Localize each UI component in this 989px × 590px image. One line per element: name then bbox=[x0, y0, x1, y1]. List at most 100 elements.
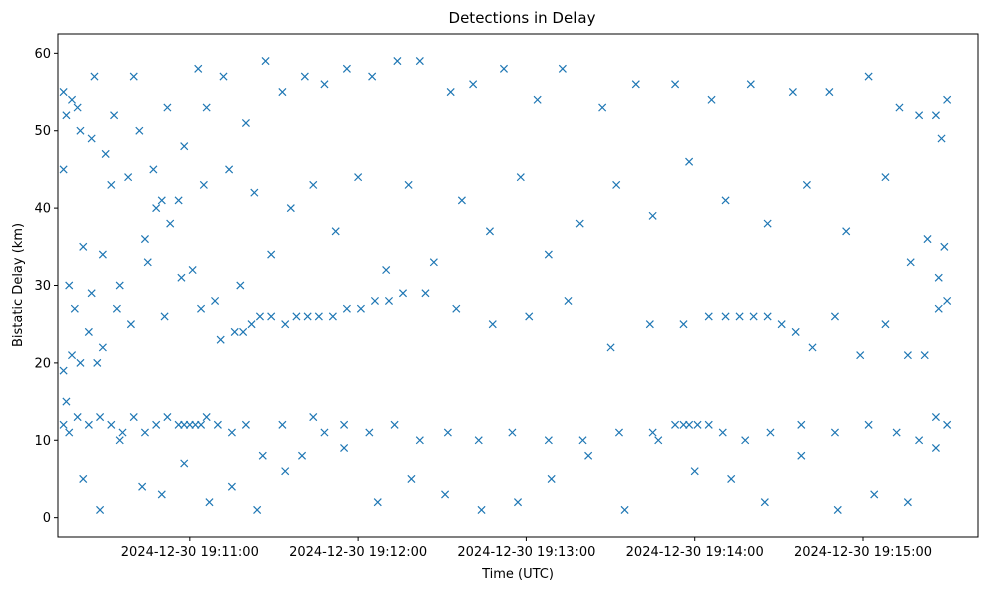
data-point bbox=[59, 88, 68, 97]
data-point bbox=[718, 428, 727, 437]
data-point bbox=[370, 296, 379, 306]
data-point bbox=[314, 312, 323, 321]
data-point bbox=[163, 103, 172, 112]
data-point bbox=[76, 358, 85, 367]
data-point bbox=[735, 312, 744, 321]
data-point bbox=[115, 436, 124, 445]
data-point bbox=[157, 490, 166, 499]
data-point bbox=[129, 413, 138, 422]
data-point bbox=[342, 304, 351, 313]
data-point bbox=[760, 498, 769, 507]
data-point bbox=[477, 505, 486, 514]
data-point bbox=[180, 142, 189, 151]
data-point bbox=[253, 505, 262, 514]
data-point bbox=[598, 103, 607, 112]
data-point bbox=[261, 57, 270, 66]
data-point bbox=[654, 436, 663, 445]
data-point bbox=[152, 204, 161, 213]
data-point bbox=[766, 428, 775, 437]
data-point bbox=[895, 103, 904, 112]
data-point bbox=[225, 165, 234, 174]
data-point bbox=[920, 351, 929, 360]
data-point bbox=[934, 273, 943, 282]
data-point bbox=[96, 505, 105, 514]
data-point bbox=[547, 474, 556, 483]
data-point bbox=[631, 80, 640, 89]
data-point bbox=[452, 304, 461, 313]
data-point bbox=[620, 505, 629, 514]
data-point bbox=[286, 204, 295, 213]
data-point bbox=[309, 413, 318, 422]
data-point bbox=[300, 72, 309, 81]
y-axis-ticks: 0 10 20 30 40 50 60 bbox=[34, 47, 58, 526]
data-point bbox=[606, 343, 615, 352]
data-point bbox=[65, 281, 74, 290]
data-point bbox=[278, 88, 287, 97]
data-point bbox=[73, 103, 82, 112]
data-point bbox=[943, 296, 952, 306]
data-point bbox=[62, 111, 71, 120]
data-point bbox=[138, 482, 147, 491]
data-point bbox=[328, 312, 337, 321]
data-point bbox=[533, 95, 542, 104]
data-point bbox=[140, 235, 149, 244]
data-point bbox=[68, 351, 77, 360]
data-point bbox=[166, 219, 175, 228]
x-tick-label: 2024-12-30 19:13:00 bbox=[457, 545, 595, 560]
data-point bbox=[825, 88, 834, 97]
data-point bbox=[746, 80, 755, 89]
data-point bbox=[903, 498, 912, 507]
chart-title: Detections in Delay bbox=[449, 9, 596, 27]
data-point bbox=[68, 95, 77, 104]
data-point bbox=[645, 320, 654, 329]
data-point bbox=[267, 250, 276, 259]
data-point bbox=[429, 258, 438, 267]
data-point bbox=[704, 420, 713, 429]
data-point bbox=[685, 420, 694, 429]
data-point bbox=[943, 95, 952, 104]
data-point bbox=[558, 64, 567, 73]
data-point bbox=[525, 312, 534, 321]
data-point bbox=[797, 420, 806, 429]
data-point bbox=[690, 467, 699, 476]
data-point bbox=[648, 428, 657, 437]
data-point bbox=[671, 420, 680, 429]
data-point bbox=[564, 296, 573, 306]
data-point bbox=[508, 428, 517, 437]
data-point bbox=[216, 335, 225, 344]
data-point bbox=[488, 320, 497, 329]
data-point bbox=[118, 428, 127, 437]
data-point bbox=[73, 413, 82, 422]
data-point bbox=[763, 312, 772, 321]
data-point bbox=[407, 474, 416, 483]
data-point bbox=[693, 420, 702, 429]
data-point bbox=[239, 327, 248, 336]
data-point bbox=[612, 180, 621, 189]
data-point bbox=[107, 180, 116, 189]
data-point bbox=[205, 498, 214, 507]
data-point bbox=[903, 351, 912, 360]
data-point bbox=[126, 320, 135, 329]
data-point bbox=[499, 64, 509, 73]
data-point bbox=[833, 505, 842, 514]
y-tick-label: 0 bbox=[43, 511, 51, 526]
data-point bbox=[87, 134, 96, 143]
data-point bbox=[721, 312, 730, 321]
data-point bbox=[469, 80, 478, 89]
data-point bbox=[384, 296, 394, 306]
data-point bbox=[70, 304, 79, 313]
data-point bbox=[441, 490, 450, 499]
data-point bbox=[188, 265, 197, 275]
data-point bbox=[864, 72, 873, 81]
y-axis-label: Bistatic Delay (km) bbox=[11, 223, 26, 347]
data-point bbox=[707, 95, 716, 104]
data-point bbox=[115, 281, 124, 290]
data-point bbox=[211, 296, 220, 306]
data-point bbox=[255, 312, 264, 321]
data-point bbox=[915, 436, 924, 445]
data-point bbox=[365, 428, 374, 437]
data-point bbox=[96, 413, 105, 422]
data-point bbox=[197, 304, 206, 313]
